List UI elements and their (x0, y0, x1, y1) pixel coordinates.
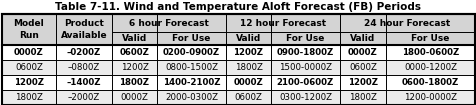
Bar (339, 14, 385, 45)
Text: 0800-1500Z: 0800-1500Z (165, 63, 218, 72)
Text: 0300-1200Z: 0300-1200Z (278, 93, 331, 102)
Bar (2, 45, 474, 60)
Text: 1200Z: 1200Z (233, 48, 263, 57)
Text: 1800Z: 1800Z (119, 78, 149, 87)
Text: For Use: For Use (286, 34, 324, 43)
Text: 24 hour Forecast: 24 hour Forecast (364, 18, 450, 28)
Text: 0000Z: 0000Z (233, 78, 263, 87)
Text: 1200Z: 1200Z (120, 63, 148, 72)
Bar (2, 75, 474, 90)
Bar (56, 14, 112, 45)
Text: 0000-1200Z: 0000-1200Z (403, 63, 456, 72)
Text: 1800Z: 1800Z (348, 93, 376, 102)
Text: 0200-0900Z: 0200-0900Z (163, 48, 219, 57)
Text: 0600Z: 0600Z (15, 63, 43, 72)
Text: For Use: For Use (172, 34, 210, 43)
Text: 0600-1800Z: 0600-1800Z (401, 78, 458, 87)
Text: –2000Z: –2000Z (68, 93, 100, 102)
Text: 6 hour Forecast: 6 hour Forecast (129, 18, 208, 28)
Bar (157, 14, 226, 45)
Text: 0000Z: 0000Z (120, 93, 148, 102)
Text: 0600Z: 0600Z (234, 93, 262, 102)
Text: 1800-0600Z: 1800-0600Z (401, 48, 458, 57)
Text: –1400Z: –1400Z (67, 78, 101, 87)
Text: –0200Z: –0200Z (67, 48, 101, 57)
Text: 0600Z: 0600Z (348, 63, 376, 72)
Text: For Use: For Use (410, 34, 449, 43)
Bar (2, 14, 474, 105)
Text: 0000Z: 0000Z (347, 48, 377, 57)
Text: 0600Z: 0600Z (119, 48, 149, 57)
Text: 0000Z: 0000Z (14, 48, 44, 57)
Text: Valid: Valid (350, 34, 375, 43)
Text: 1200Z: 1200Z (347, 78, 377, 87)
Text: 1200Z: 1200Z (14, 78, 44, 87)
Text: Model
Run: Model Run (14, 19, 44, 40)
Text: 1800Z: 1800Z (15, 93, 43, 102)
Bar (385, 14, 474, 45)
Text: Valid: Valid (235, 34, 260, 43)
Text: 0900-1800Z: 0900-1800Z (276, 48, 333, 57)
Text: 1800Z: 1800Z (234, 63, 262, 72)
Text: 2000-0300Z: 2000-0300Z (165, 93, 218, 102)
Text: 1500-0000Z: 1500-0000Z (278, 63, 331, 72)
Bar (2, 14, 56, 45)
Text: –0800Z: –0800Z (68, 63, 100, 72)
Text: Valid: Valid (122, 34, 147, 43)
Text: 2100-0600Z: 2100-0600Z (276, 78, 333, 87)
Bar (226, 14, 270, 45)
Bar (112, 14, 157, 45)
Bar (2, 60, 474, 75)
Text: 1400-2100Z: 1400-2100Z (162, 78, 220, 87)
Text: Table 7-11. Wind and Temperature Aloft Forecast (FB) Periods: Table 7-11. Wind and Temperature Aloft F… (55, 2, 421, 12)
Text: 12 hour Forecast: 12 hour Forecast (239, 18, 326, 28)
Text: Product
Available: Product Available (60, 19, 107, 40)
Bar (2, 90, 474, 105)
Text: 1200-0000Z: 1200-0000Z (403, 93, 456, 102)
Bar (270, 14, 339, 45)
